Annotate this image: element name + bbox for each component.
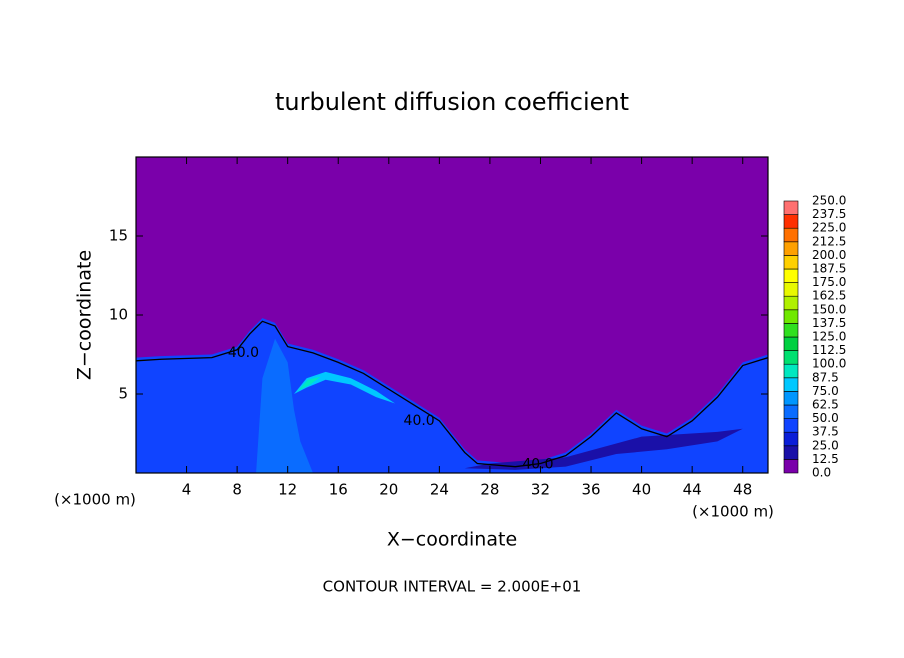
x-tick-label: 36 bbox=[581, 481, 600, 499]
x-tick-label: 48 bbox=[733, 481, 752, 499]
colorbar-label: 62.5 bbox=[812, 398, 839, 412]
colorbar-swatch bbox=[783, 282, 799, 297]
filled-region bbox=[256, 338, 313, 473]
chart-title: turbulent diffusion coefficient bbox=[275, 88, 629, 116]
colorbar-label: 250.0 bbox=[812, 194, 846, 208]
colorbar-swatch bbox=[783, 350, 799, 365]
colorbar-label: 100.0 bbox=[812, 357, 846, 371]
x-tick-label: 8 bbox=[232, 481, 242, 499]
colorbar-swatch bbox=[783, 200, 799, 215]
x-axis-label: X−coordinate bbox=[387, 529, 517, 551]
colorbar-label: 150.0 bbox=[812, 302, 846, 316]
colorbar-swatch bbox=[783, 268, 799, 283]
x-unit-label: (×1000 m) bbox=[54, 491, 136, 509]
colorbar-label: 25.0 bbox=[812, 438, 839, 452]
colorbar-swatch bbox=[783, 336, 799, 351]
plot-area bbox=[136, 157, 768, 473]
colorbar-label: 0.0 bbox=[812, 466, 831, 480]
colorbar-swatch bbox=[783, 418, 799, 433]
y-axis-label: Z−coordinate bbox=[74, 250, 96, 380]
colorbar-swatch bbox=[783, 309, 799, 324]
colorbar-swatch bbox=[783, 295, 799, 311]
y-tick-label: 5 bbox=[118, 385, 128, 403]
colorbar-label: 225.0 bbox=[812, 221, 846, 235]
x-tick-label: 44 bbox=[683, 481, 702, 499]
colorbar-label: 37.5 bbox=[812, 425, 839, 439]
contour-line bbox=[136, 320, 768, 468]
filled-region bbox=[464, 428, 743, 470]
colorbar-swatch bbox=[783, 214, 799, 229]
colorbar-label: 137.5 bbox=[812, 316, 846, 330]
colorbar-swatch bbox=[783, 363, 799, 379]
colorbar-swatch bbox=[783, 391, 799, 406]
y-tick-label: 10 bbox=[109, 306, 128, 324]
x-tick-label: 28 bbox=[480, 481, 499, 499]
colorbar-label: 175.0 bbox=[812, 275, 846, 289]
colorbar-label: 112.5 bbox=[812, 343, 846, 357]
colorbar-swatch bbox=[783, 404, 799, 419]
colorbar-label: 187.5 bbox=[812, 262, 846, 276]
colorbar-label: 237.5 bbox=[812, 207, 846, 221]
colorbar-label: 125.0 bbox=[812, 330, 846, 344]
x-tick-label: 20 bbox=[379, 481, 398, 499]
x-tick-label: 16 bbox=[329, 481, 348, 499]
colorbar-label: 162.5 bbox=[812, 289, 846, 303]
colorbar-swatch bbox=[783, 255, 799, 270]
annotation: CONTOUR INTERVAL = 2.000E+01 bbox=[323, 578, 582, 596]
colorbar-swatch bbox=[783, 377, 799, 392]
colorbar-label: 12.5 bbox=[812, 452, 839, 466]
colorbar-swatch bbox=[783, 459, 799, 474]
x-tick-label: 12 bbox=[278, 481, 297, 499]
contour-label: 40.0 bbox=[522, 456, 553, 472]
filled-region bbox=[297, 376, 321, 391]
contour-label: 40.0 bbox=[228, 345, 259, 361]
x-unit-label: (×1000 m) bbox=[692, 503, 774, 521]
contour-label: 40.0 bbox=[404, 413, 435, 429]
colorbar-label: 212.5 bbox=[812, 234, 846, 248]
y-tick-label: 15 bbox=[109, 227, 128, 245]
filled-region bbox=[294, 371, 396, 404]
colorbar-label: 87.5 bbox=[812, 370, 839, 384]
colorbar-label: 75.0 bbox=[812, 384, 839, 398]
x-tick-label: 32 bbox=[531, 481, 550, 499]
colorbar-swatch bbox=[783, 227, 799, 243]
x-tick-label: 24 bbox=[430, 481, 449, 499]
colorbar-label: 200.0 bbox=[812, 248, 846, 262]
colorbar-swatch bbox=[783, 241, 799, 256]
colorbar-label: 50.0 bbox=[812, 411, 839, 425]
colorbar-swatch bbox=[783, 323, 799, 338]
colorbar-swatch bbox=[783, 431, 799, 447]
colorbar-swatch bbox=[783, 445, 799, 460]
x-tick-label: 40 bbox=[632, 481, 651, 499]
x-tick-label: 4 bbox=[182, 481, 192, 499]
